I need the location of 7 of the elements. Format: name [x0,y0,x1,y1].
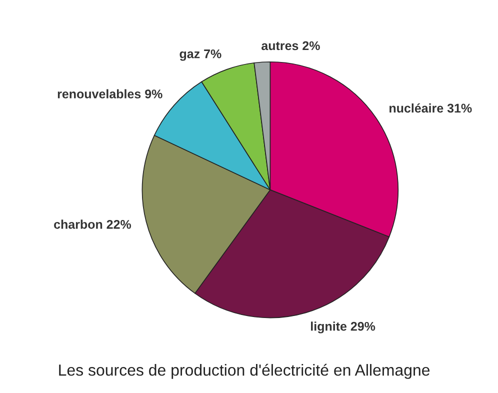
text: Les sources de production d'électricité en Allemagne [59,364,430,379]
slice-label: autres 2% [262,41,320,50]
slice-label: nucléaire 31% [390,103,472,113]
slice-label: lignite 29% [311,322,376,334]
slice-label: gaz 7% [180,49,222,61]
slice-label: renouvelables 9% [58,89,162,98]
slice-label: charbon 22% [54,220,132,229]
